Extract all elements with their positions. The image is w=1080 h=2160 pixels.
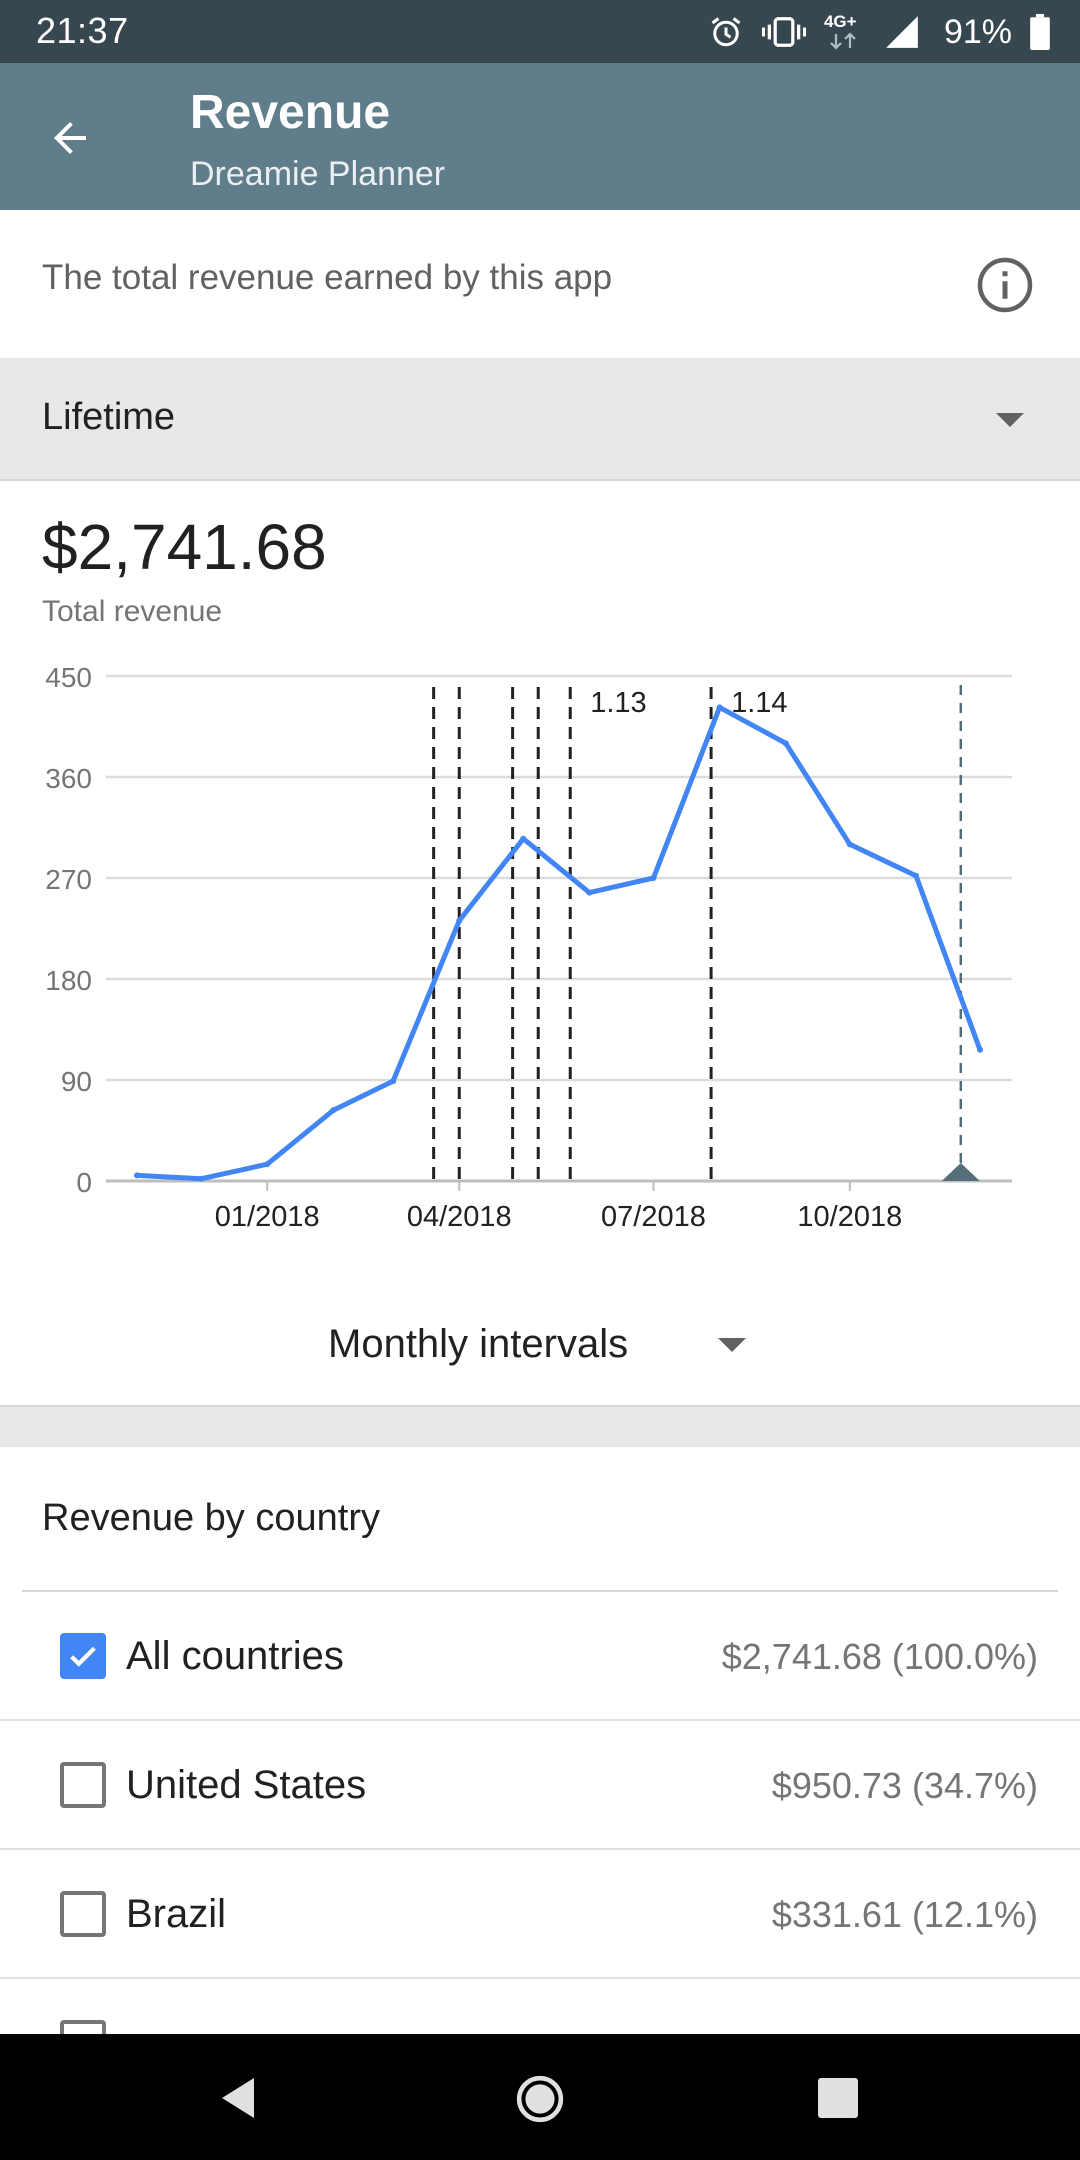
data-point [456, 917, 463, 924]
data-point [650, 875, 657, 881]
y-tick-label: 450 [45, 662, 92, 693]
back-button[interactable] [40, 108, 100, 168]
nav-recents-icon[interactable] [818, 2078, 858, 2118]
alarm-icon [708, 14, 744, 50]
app-bar: Revenue Dreamie Planner [0, 63, 1080, 210]
data-point [782, 740, 789, 747]
revenue-series-line [134, 704, 983, 1182]
country-name: Brazil [126, 1892, 227, 1936]
section-heading: Revenue by country [42, 1497, 380, 1539]
data-point [912, 872, 919, 879]
signal-icon [882, 13, 922, 51]
x-tick-label: 01/2018 [215, 1201, 320, 1233]
status-time: 21:37 [36, 10, 129, 51]
checkbox[interactable] [60, 1891, 106, 1937]
page-title: Revenue [190, 86, 391, 139]
revenue-chart[interactable]: 0 90 180 270 360 450 01/2018 04/2018 07/2018 10/2… [0, 655, 1080, 1255]
period-selected: Lifetime [42, 396, 176, 438]
x-tick-label: 04/2018 [407, 1201, 512, 1233]
metric-description: The total revenue earned by this app [0, 210, 1080, 358]
data-point [846, 841, 853, 848]
network-type: 4G+ [823, 12, 857, 31]
battery-icon [1030, 14, 1050, 50]
release-annotation-label: 1.14 [731, 687, 787, 719]
app-name: Dreamie Planner [190, 155, 446, 193]
check-icon [70, 1646, 96, 1667]
dropdown-arrow-icon [996, 413, 1024, 427]
total-revenue-label: Total revenue [42, 595, 223, 628]
checkbox-checked[interactable] [60, 1633, 106, 1679]
data-point [716, 704, 723, 711]
interval-selected: Monthly intervals [328, 1322, 629, 1366]
country-row-brazil[interactable]: Brazil $331.61 (12.1%) [0, 1850, 1080, 1979]
interval-dropdown[interactable]: Monthly intervals [0, 1300, 1080, 1395]
nav-back-icon[interactable] [218, 2076, 258, 2120]
data-point [390, 1078, 397, 1085]
country-revenue: $331.61 (12.1%) [771, 1894, 1038, 1935]
data-point [586, 889, 593, 896]
system-nav-bar [0, 2034, 1080, 2160]
country-name: United States [126, 1763, 367, 1807]
country-list: All countries $2,741.68 (100.0%) United … [0, 1592, 1080, 2108]
y-tick-label: 270 [45, 864, 92, 895]
y-tick-label: 90 [61, 1066, 92, 1097]
section-divider [0, 1405, 1080, 1447]
y-tick-label: 0 [76, 1167, 92, 1198]
info-icon [977, 257, 1033, 313]
country-revenue: $2,741.68 (100.0%) [721, 1636, 1038, 1677]
data-point [520, 835, 527, 842]
release-annotation-label: 1.13 [590, 687, 646, 719]
country-row-united-states[interactable]: United States $950.73 (34.7%) [0, 1721, 1080, 1850]
x-tick-label: 10/2018 [797, 1201, 902, 1233]
data-point [977, 1046, 983, 1053]
data-point [330, 1107, 337, 1114]
description-text: The total revenue earned by this app [42, 258, 613, 297]
data-point [198, 1175, 205, 1182]
battery-percent: 91% [943, 12, 1012, 51]
country-row-all[interactable]: All countries $2,741.68 (100.0%) [0, 1592, 1080, 1721]
selection-marker-triangle [941, 1163, 980, 1181]
network-4g-icon: 4G+ [824, 10, 864, 54]
country-revenue: $950.73 (34.7%) [771, 1765, 1038, 1806]
vibrate-icon [761, 14, 806, 50]
checkbox[interactable] [60, 1762, 106, 1808]
y-tick-label: 360 [45, 763, 92, 794]
info-button[interactable] [975, 255, 1035, 315]
status-bar: 21:37 4G+ 91% [0, 0, 1080, 63]
country-name: All countries [126, 1634, 344, 1678]
divider [22, 1590, 1058, 1592]
x-tick-label: 07/2018 [601, 1201, 706, 1233]
total-revenue-value: $2,741.68 [42, 511, 327, 583]
dropdown-arrow-icon [718, 1338, 746, 1352]
y-tick-label: 180 [45, 965, 92, 996]
data-point [134, 1172, 140, 1179]
data-point [264, 1161, 271, 1168]
period-dropdown[interactable]: Lifetime [0, 358, 1080, 481]
status-icons: 4G+ 91% [708, 8, 1050, 56]
arrow-back-icon [54, 122, 86, 154]
nav-home-icon[interactable] [515, 2074, 565, 2124]
